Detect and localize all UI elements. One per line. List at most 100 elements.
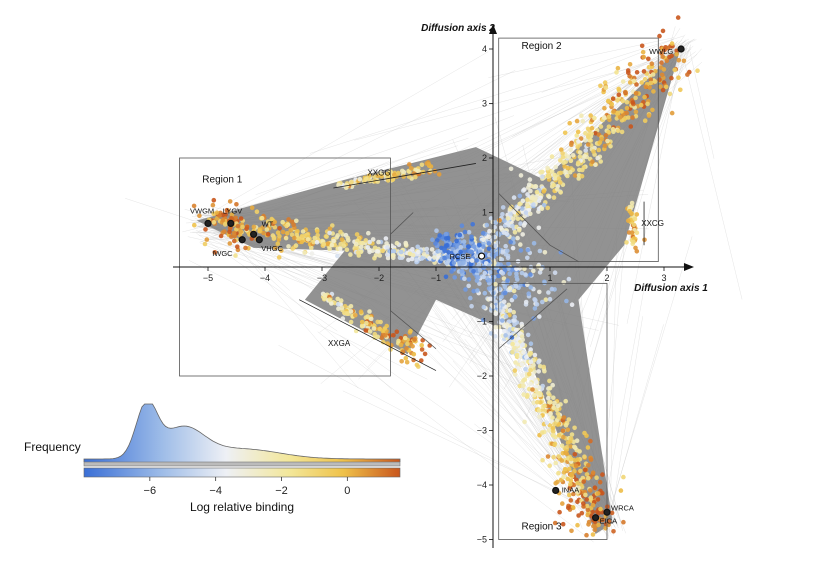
- edge-line: [604, 236, 693, 529]
- data-point: [419, 358, 424, 363]
- data-point: [275, 241, 281, 246]
- data-point: [374, 249, 380, 254]
- data-point: [526, 291, 531, 297]
- group-label: XXCG: [641, 219, 664, 228]
- data-point: [471, 244, 477, 249]
- data-point: [598, 83, 603, 89]
- data-point: [628, 124, 634, 129]
- data-point: [244, 224, 250, 230]
- data-point: [642, 237, 647, 243]
- histogram-outline: [83, 403, 401, 462]
- data-point: [575, 144, 580, 150]
- data-point: [321, 241, 327, 247]
- data-point: [570, 153, 576, 158]
- data-point: [531, 400, 537, 406]
- data-point: [414, 257, 419, 263]
- data-point: [254, 209, 260, 214]
- data-point: [469, 234, 474, 240]
- data-point: [367, 309, 372, 314]
- labeled-point-label: EICA: [600, 517, 618, 526]
- data-point: [482, 290, 488, 296]
- data-point: [489, 252, 495, 257]
- data-point: [550, 382, 555, 388]
- data-point: [508, 166, 514, 172]
- data-point: [569, 528, 574, 534]
- data-point: [512, 294, 518, 300]
- data-point: [528, 350, 534, 356]
- data-point: [411, 351, 417, 357]
- data-point: [520, 198, 526, 204]
- data-point: [676, 75, 681, 80]
- data-point: [674, 52, 679, 57]
- data-point: [572, 425, 577, 431]
- data-point: [600, 472, 605, 477]
- labeled-point-marker: [478, 252, 486, 260]
- data-point: [410, 247, 415, 252]
- data-point: [567, 120, 572, 126]
- data-point: [453, 253, 458, 259]
- labeled-point-marker: [250, 230, 258, 238]
- data-point: [531, 202, 536, 207]
- data-point: [576, 485, 581, 491]
- data-point: [627, 62, 633, 67]
- data-point: [488, 331, 494, 336]
- data-point: [562, 130, 568, 136]
- labeled-point-label: WWLG: [649, 47, 673, 56]
- data-point: [481, 274, 486, 280]
- data-point: [568, 444, 574, 449]
- data-point: [558, 190, 563, 195]
- data-point: [372, 174, 377, 179]
- data-point: [556, 470, 561, 476]
- data-point: [575, 522, 580, 528]
- data-point: [517, 193, 523, 199]
- data-point: [675, 15, 681, 20]
- region-box: [498, 282, 608, 540]
- data-point: [555, 411, 561, 416]
- data-point: [569, 302, 575, 308]
- data-point: [555, 187, 560, 192]
- data-point: [638, 102, 644, 108]
- data-point: [525, 197, 530, 202]
- labeled-point-marker: [204, 219, 212, 227]
- data-point: [364, 320, 369, 326]
- data-point: [432, 255, 437, 260]
- data-point: [500, 212, 505, 217]
- data-point: [521, 350, 526, 355]
- data-point: [641, 54, 647, 60]
- data-point: [552, 270, 558, 276]
- colorbar-frame: [83, 461, 401, 467]
- data-point: [345, 235, 351, 241]
- labeled-point-marker: [255, 236, 263, 244]
- data-point: [404, 346, 409, 351]
- data-point: [631, 236, 637, 241]
- data-point: [204, 237, 210, 242]
- data-point: [504, 231, 510, 237]
- data-point: [443, 231, 449, 237]
- data-point: [497, 308, 502, 313]
- data-point: [565, 427, 571, 433]
- data-point: [499, 257, 505, 262]
- data-point: [520, 337, 525, 343]
- labeled-point-marker: [677, 45, 685, 53]
- data-point: [324, 234, 329, 239]
- data-point: [231, 230, 237, 236]
- data-point: [590, 470, 596, 476]
- data-point: [394, 329, 400, 335]
- data-point: [572, 173, 578, 178]
- region-label: Region 3: [522, 522, 562, 533]
- data-point: [584, 532, 589, 538]
- data-point: [531, 268, 536, 274]
- data-point: [563, 169, 569, 174]
- data-point: [398, 249, 404, 255]
- data-point: [211, 220, 217, 225]
- data-point: [541, 189, 547, 194]
- data-point: [532, 297, 537, 302]
- data-point: [280, 229, 286, 235]
- data-point: [367, 239, 373, 245]
- y-axis-title: Diffusion axis 2: [421, 23, 495, 34]
- data-point: [512, 345, 517, 351]
- data-point: [449, 269, 454, 274]
- data-point: [508, 211, 513, 217]
- data-point: [402, 335, 408, 341]
- data-point: [322, 296, 328, 301]
